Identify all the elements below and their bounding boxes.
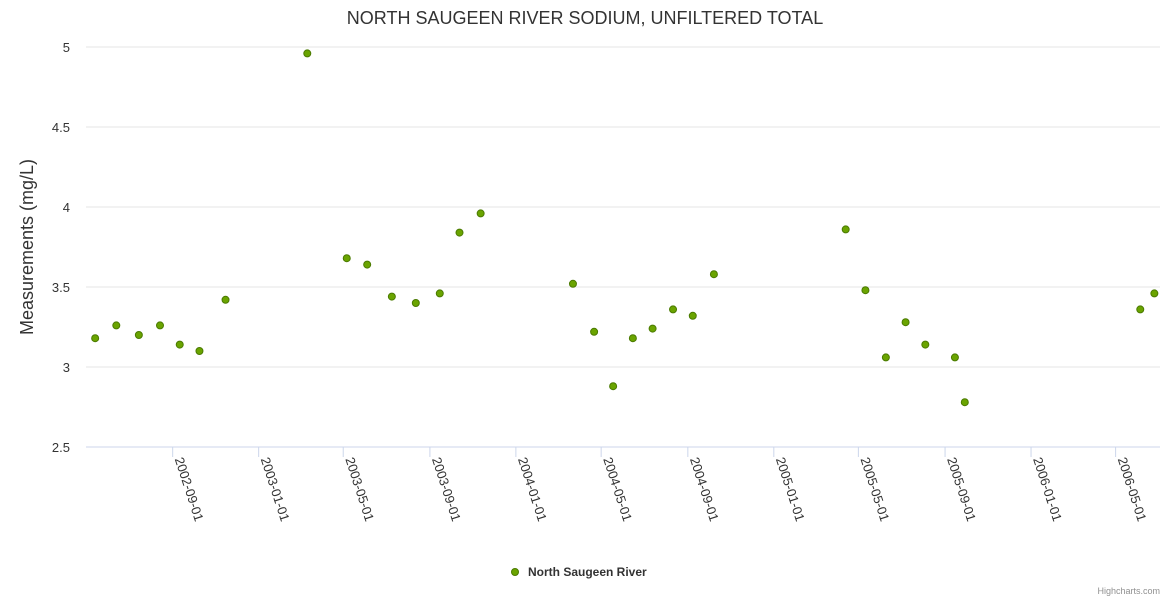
data-point[interactable]	[455, 228, 464, 237]
legend[interactable]: North Saugeen River	[511, 565, 648, 579]
data-point[interactable]	[476, 209, 485, 218]
data-point[interactable]	[841, 225, 850, 234]
data-point[interactable]	[195, 347, 204, 355]
data-point[interactable]	[901, 318, 910, 327]
data-point[interactable]	[411, 299, 420, 307]
data-point[interactable]	[221, 295, 230, 304]
data-point[interactable]	[303, 49, 312, 58]
data-point[interactable]	[387, 292, 396, 301]
legend-marker[interactable]	[511, 568, 519, 576]
data-point[interactable]	[881, 353, 890, 362]
data-point[interactable]	[688, 311, 697, 320]
y-tick-label: 2.5	[52, 440, 70, 455]
data-point[interactable]	[175, 340, 184, 349]
chart-title: NORTH SAUGEEN RIVER SODIUM, UNFILTERED T…	[347, 8, 823, 28]
data-point[interactable]	[363, 260, 372, 269]
data-point[interactable]	[155, 321, 164, 330]
data-point[interactable]	[590, 327, 599, 336]
data-point[interactable]	[609, 382, 618, 391]
data-point[interactable]	[921, 340, 930, 349]
data-point[interactable]	[435, 289, 444, 298]
data-point[interactable]	[709, 270, 718, 279]
y-tick-label: 3	[63, 360, 70, 375]
data-point[interactable]	[1136, 305, 1145, 314]
data-points	[91, 49, 1159, 407]
data-point[interactable]	[112, 321, 121, 330]
credits-link[interactable]: Highcharts.com	[1097, 586, 1160, 596]
y-axis-ticks: 2.5 3 3.5 4 4.5 5	[52, 40, 70, 455]
data-point[interactable]	[648, 324, 657, 333]
data-point[interactable]	[91, 334, 100, 343]
data-point[interactable]	[134, 331, 143, 339]
y-gridlines	[86, 46, 1160, 368]
y-tick-label: 4.5	[52, 120, 70, 135]
data-point[interactable]	[568, 279, 577, 288]
data-point[interactable]	[960, 398, 969, 407]
legend-item-north-saugeen-river[interactable]: North Saugeen River	[528, 565, 647, 579]
data-point[interactable]	[669, 305, 678, 314]
y-tick-label: 3.5	[52, 280, 70, 295]
data-point[interactable]	[861, 286, 870, 295]
data-point[interactable]	[950, 353, 959, 362]
data-point[interactable]	[342, 254, 351, 263]
y-axis-label: Measurements (mg/L)	[17, 159, 37, 335]
data-point[interactable]	[1150, 289, 1159, 298]
data-point[interactable]	[628, 334, 637, 343]
y-tick-label: 4	[63, 200, 70, 215]
y-tick-label: 5	[63, 40, 70, 55]
